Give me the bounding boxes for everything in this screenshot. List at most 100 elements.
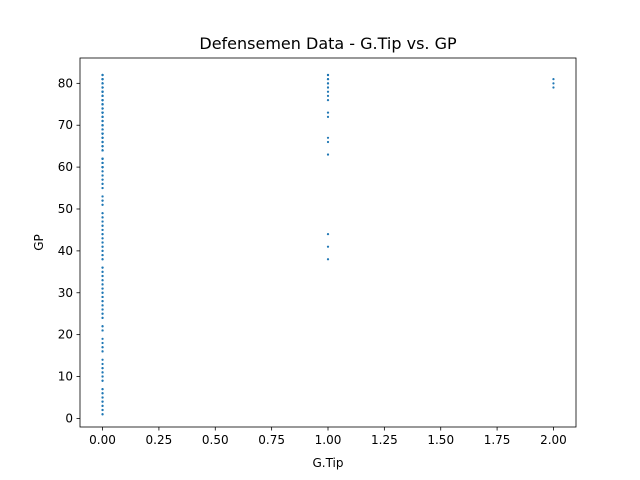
data-point	[101, 73, 104, 77]
data-point	[326, 136, 330, 139]
data-point	[101, 325, 104, 328]
data-point	[326, 245, 330, 248]
data-point	[101, 266, 104, 269]
y-tick-label: 60	[58, 160, 73, 174]
data-point	[101, 203, 104, 206]
data-point	[326, 73, 330, 77]
data-point	[101, 220, 104, 223]
data-point	[101, 103, 104, 106]
data-point	[101, 195, 104, 198]
y-tick-label: 70	[58, 118, 73, 132]
data-point	[101, 115, 104, 118]
data-point	[101, 316, 104, 319]
data-point	[101, 94, 104, 98]
data-point	[101, 358, 104, 361]
data-point	[101, 216, 104, 219]
data-point	[326, 90, 330, 93]
data-point	[101, 341, 104, 345]
data-point	[101, 371, 104, 374]
data-point	[101, 241, 104, 244]
data-point	[326, 153, 330, 156]
x-tick-label: 1.25	[371, 433, 398, 447]
data-point	[101, 170, 104, 173]
y-tick-label: 80	[58, 76, 73, 90]
x-tick-label: 1.75	[484, 433, 511, 447]
y-tick-label: 30	[58, 286, 73, 300]
data-point	[326, 258, 330, 261]
x-tick-label: 0.50	[202, 433, 229, 447]
data-point	[101, 270, 104, 273]
data-point	[101, 140, 104, 144]
data-point	[326, 140, 330, 144]
data-point	[101, 367, 104, 370]
data-point	[101, 107, 104, 110]
data-point	[326, 94, 330, 98]
data-point	[101, 337, 104, 340]
data-point	[101, 362, 104, 366]
chart-title: Defensemen Data - G.Tip vs. GP	[199, 34, 457, 53]
plot-points	[101, 73, 555, 416]
data-point	[101, 182, 104, 185]
data-point	[101, 98, 104, 102]
data-point	[326, 233, 330, 236]
data-point	[101, 300, 104, 303]
data-point	[101, 111, 104, 114]
y-tick-label: 0	[65, 411, 73, 425]
data-point	[101, 400, 104, 403]
data-point	[326, 78, 330, 81]
data-point	[101, 350, 104, 353]
data-point	[101, 287, 104, 290]
data-point	[101, 78, 104, 81]
data-point	[101, 295, 104, 299]
data-point	[552, 82, 555, 85]
data-point	[552, 78, 555, 81]
data-point	[101, 178, 104, 181]
x-tick-label: 1.00	[315, 433, 342, 447]
data-point	[101, 274, 104, 278]
data-point	[101, 258, 104, 261]
data-point	[101, 408, 104, 412]
x-tick-label: 0.25	[146, 433, 173, 447]
x-tick-label: 0.00	[89, 433, 116, 447]
data-point	[101, 224, 104, 227]
data-point	[101, 413, 104, 416]
data-point	[101, 304, 104, 307]
data-point	[101, 157, 104, 160]
data-point	[326, 111, 330, 114]
x-axis: 0.00 0.25 0.50 0.75 1.00 1.25 1.50 1.75 2.00	[89, 427, 567, 447]
y-axis-label: GP	[32, 234, 46, 251]
data-point	[101, 228, 104, 232]
data-point	[101, 245, 104, 248]
data-point	[101, 166, 104, 169]
data-point	[101, 212, 104, 215]
data-point	[326, 82, 330, 85]
data-point	[101, 174, 104, 177]
data-point	[101, 237, 104, 240]
data-point	[101, 312, 104, 315]
data-point	[101, 233, 104, 236]
data-point	[101, 249, 104, 252]
data-point	[101, 82, 104, 85]
data-point	[101, 308, 104, 311]
data-point	[101, 283, 104, 286]
x-tick-label: 0.75	[258, 433, 285, 447]
data-point	[101, 329, 104, 332]
data-point	[101, 253, 104, 257]
y-tick-label: 40	[58, 244, 73, 258]
data-point	[101, 379, 104, 382]
data-point	[101, 90, 104, 93]
data-point	[101, 291, 104, 294]
data-point	[101, 124, 104, 127]
x-tick-label: 1.50	[427, 433, 454, 447]
data-point	[101, 136, 104, 139]
data-point	[101, 346, 104, 349]
data-point	[101, 404, 104, 407]
data-point	[101, 145, 104, 148]
data-point	[101, 149, 104, 152]
data-point	[101, 86, 104, 89]
y-tick-label: 50	[58, 202, 73, 216]
x-axis-label: G.Tip	[312, 456, 343, 470]
data-point	[101, 119, 104, 123]
y-tick-label: 20	[58, 328, 73, 342]
